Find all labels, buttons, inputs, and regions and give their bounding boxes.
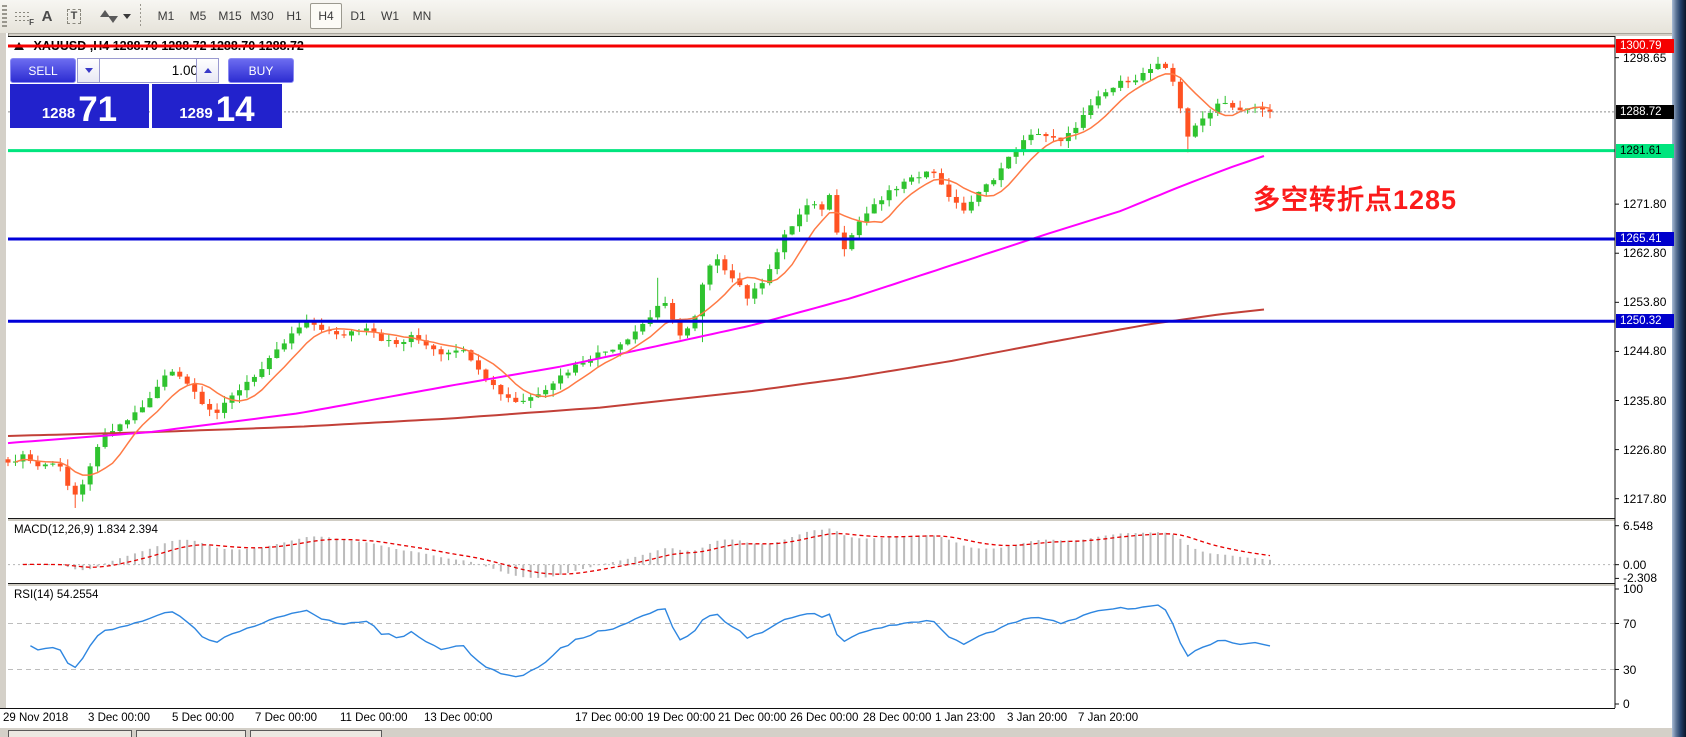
buy-price-display[interactable]: 1289 14 [152,84,282,128]
font-a-icon[interactable]: A [41,7,53,25]
sell-button[interactable]: SELL [10,58,76,83]
text-label-icon[interactable]: T [61,4,87,28]
arrow-objects-icon[interactable] [92,4,131,28]
time-tick-label: 7 Jan 20:00 [1078,712,1139,724]
buy-price-pips: 14 [215,89,255,129]
sell-price-main: 1288 [41,105,76,122]
volume-input[interactable] [99,58,203,83]
price-tick-label: 1271.80 [1623,197,1667,212]
timeframe-button-m5[interactable]: M5 [189,9,207,23]
price-tick-label: 1226.80 [1623,442,1667,457]
price-badge: 1281.61 [1616,143,1674,158]
spinner-up-icon [203,68,212,73]
time-tick-label: 7 Dec 00:00 [255,712,318,724]
price-badge: 1250.32 [1616,314,1674,329]
time-tick-label: 1 Jan 23:00 [935,712,996,724]
time-tick-label: 5 Dec 00:00 [172,712,235,724]
price-tick-label: 1217.80 [1623,491,1667,506]
price-badge: 1288.72 [1616,104,1674,119]
chart-tab[interactable] [136,730,246,737]
timeframe-button-h1[interactable]: H1 [286,9,302,23]
spinner-down-icon [84,68,93,73]
time-tick-label: 3 Dec 00:00 [88,712,151,724]
timeframe-button-mn[interactable]: MN [412,9,432,23]
timeframe-button-m1[interactable]: M1 [157,9,175,23]
chart-title: XAUUSD ,H4 1288.70 1288.72 1288.70 1288.… [14,39,304,53]
timeframe-button-w1[interactable]: W1 [381,9,399,23]
indicators-grid-icon[interactable]: F [10,4,36,28]
price-badge: 1265.41 [1616,231,1674,246]
chart-tab[interactable] [8,730,132,737]
rsi-tick-label: 30 [1623,662,1637,677]
timeframe-button-d1[interactable]: D1 [350,9,366,23]
sell-price-pips: 71 [78,89,118,129]
macd-tick-label: 0.00 [1623,557,1647,572]
chart-title-symbol: XAUUSD ,H4 [33,39,110,53]
macd-tick-label: -2.308 [1623,571,1658,586]
price-tick-label: 1235.80 [1623,393,1667,408]
macd-label: MACD(12,26,9) 1.834 2.394 [14,524,158,536]
sell-price-display[interactable]: 1288 71 [10,84,149,128]
toolbar-separator [140,4,141,28]
down-arrow-icon [107,15,118,23]
time-tick-label: 26 Dec 00:00 [790,712,859,724]
time-tick-label: 13 Dec 00:00 [424,712,493,724]
rsi-panel[interactable] [8,586,1672,708]
toolbar: F A T M1 M5 M15 M30 H1 H4 D1 W1 MN [0,0,1673,34]
rsi-tick-label: 0 [1623,697,1630,711]
rsi-tick-label: 70 [1623,616,1637,631]
price-tick-label: 1298.65 [1623,50,1667,65]
price-tick-label: 1262.80 [1623,246,1667,261]
timeframe-button-h4[interactable]: H4 [310,3,342,29]
time-tick-label: 19 Dec 00:00 [647,712,716,724]
symbol-triangle-icon [14,42,24,50]
timeframe-button-m15[interactable]: M15 [218,9,242,23]
chart-title-ohlc: 1288.70 1288.72 1288.70 1288.72 [112,39,304,53]
time-tick-label: 28 Dec 00:00 [863,712,932,724]
price-axis[interactable]: 1298.65 1271.80 1262.80 1253.80 1244.80 1235.… [1615,36,1674,727]
chart-tab[interactable] [250,730,382,737]
price-tick-label: 1244.80 [1623,344,1667,359]
timeframe-button-m30[interactable]: M30 [250,9,274,23]
time-tick-label: 11 Dec 00:00 [340,712,408,724]
buy-button[interactable]: BUY [228,58,294,83]
price-tick-label: 1253.80 [1623,295,1667,310]
price-badge: 1300.79 [1616,39,1674,53]
macd-panel[interactable] [8,521,1672,583]
rsi-tick-label: 100 [1623,582,1644,596]
chevron-down-icon [122,13,131,19]
time-tick-label: 17 Dec 00:00 [575,712,644,724]
text-label-glyph: T [66,8,82,24]
time-tick-label: 3 Jan 20:00 [1007,712,1068,724]
timeframe-bar: M1 M5 M15 M30 H1 H4 D1 W1 MN [150,0,438,33]
toolbar-grip[interactable] [2,5,7,28]
chart-annotation-text: 多空转折点1285 [1253,185,1458,215]
time-tick-label: 29 Nov 2018 [3,712,69,724]
volume-decrease-button[interactable] [77,58,100,83]
buy-price-main: 1289 [179,105,213,122]
time-tick-label: 21 Dec 00:00 [718,712,787,724]
window-right-edge [1672,0,1686,737]
up-arrow-icon [99,9,110,17]
macd-tick-label: 6.548 [1623,518,1654,533]
volume-increase-button[interactable] [196,58,219,83]
dashed-grid-icon [15,9,31,23]
chart-tabs-strip [0,728,1672,737]
time-axis[interactable]: 29 Nov 2018 3 Dec 00:00 5 Dec 00:00 7 Dec 0… [0,708,1672,728]
rsi-label: RSI(14) 54.2554 [14,589,99,601]
indicator-f-glyph: F [29,18,34,27]
